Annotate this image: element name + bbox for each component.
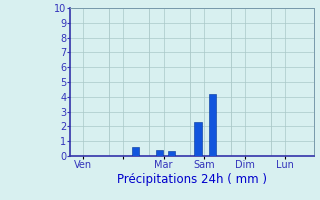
Bar xyxy=(132,147,139,156)
Bar xyxy=(209,94,216,156)
Bar xyxy=(168,151,175,156)
Bar xyxy=(156,150,163,156)
X-axis label: Précipitations 24h ( mm ): Précipitations 24h ( mm ) xyxy=(117,173,267,186)
Bar xyxy=(195,122,202,156)
